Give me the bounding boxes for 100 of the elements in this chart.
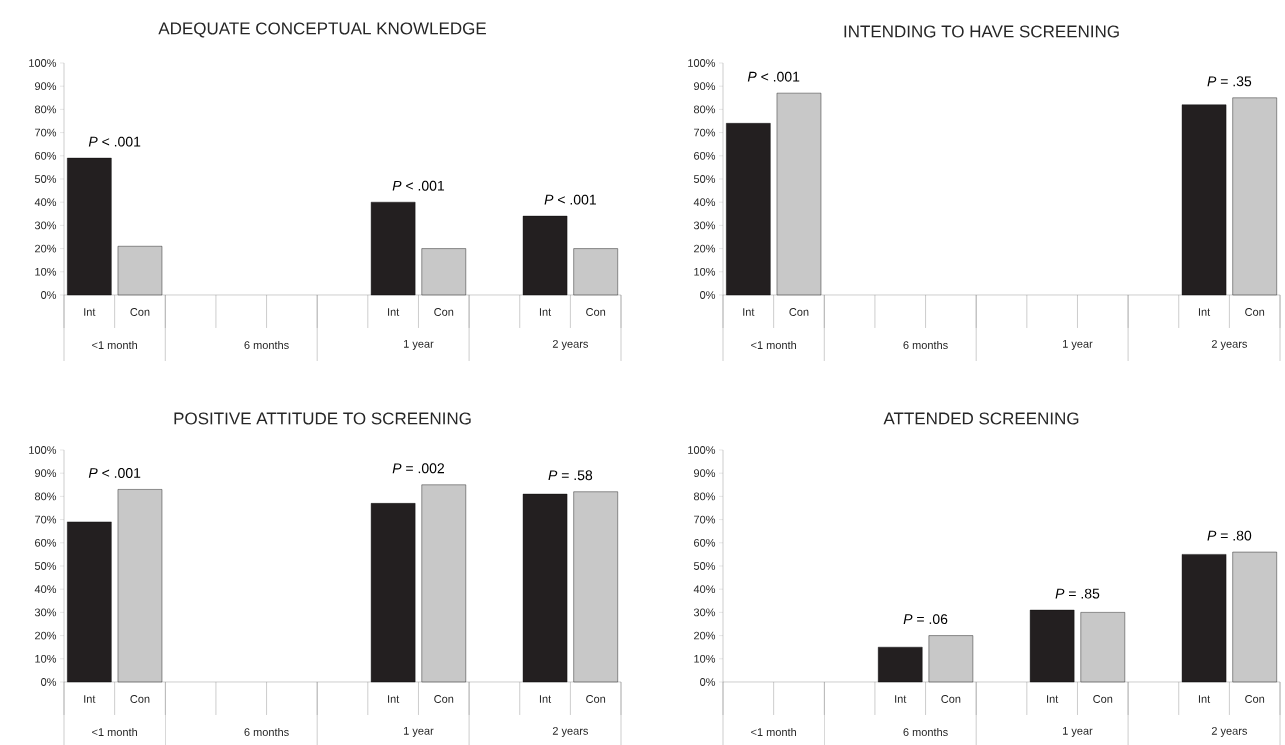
text: Con — [586, 308, 606, 316]
series-label: Con — [941, 695, 961, 703]
annotation: P = .80 — [1207, 530, 1252, 541]
y-tick-label: 20% — [694, 244, 716, 253]
bar — [117, 246, 163, 296]
series-label: Con — [789, 308, 809, 316]
y-tick-label: 80% — [693, 105, 716, 114]
bar — [573, 248, 618, 296]
annotation: P < .001 — [747, 71, 800, 82]
y-tick-label: 0% — [41, 291, 57, 299]
bar — [370, 201, 416, 296]
annotation: P = .35 — [1207, 76, 1252, 87]
series-label: Int — [895, 695, 907, 703]
annotation: P < .001 — [88, 467, 141, 478]
x-tick-label: <1 month — [92, 340, 138, 350]
text: Con — [586, 695, 606, 703]
y-tick-label: 20% — [694, 631, 716, 640]
y-tick-label: 90% — [693, 469, 716, 478]
bar — [67, 157, 112, 296]
y-tick-label: 70% — [694, 128, 716, 137]
y-tick-label: 10% — [35, 267, 57, 276]
series-label: Con — [130, 695, 150, 703]
y-tick-label: 90% — [693, 82, 716, 91]
bar — [522, 493, 568, 683]
y-tick-label: 40% — [34, 198, 57, 207]
y-tick-label: 40% — [34, 585, 57, 594]
y-tick-label: 70% — [694, 515, 716, 524]
y-tick-label: 50% — [693, 175, 716, 183]
y-tick-label: 60% — [694, 151, 716, 160]
series-label: Int — [84, 695, 96, 703]
text: Con — [1245, 695, 1265, 703]
y-tick-label: 100% — [688, 446, 716, 454]
x-tick-label: 1 year — [404, 340, 434, 350]
series-label: Con — [130, 308, 150, 316]
text: Int — [388, 695, 400, 703]
x-tick-label: 1 year — [1063, 340, 1093, 350]
series-label: Int — [743, 308, 755, 316]
x-tick-label: 1 year — [1063, 727, 1093, 737]
x-tick-label: 2 years — [1211, 727, 1248, 737]
x-tick-label: 6 months — [244, 727, 289, 737]
annotation: P < .001 — [392, 180, 445, 191]
chart-title: ATTENDED SCREENING — [883, 412, 1079, 425]
y-tick-label: 30% — [693, 608, 716, 617]
bar — [928, 635, 974, 683]
y-tick-label: 0% — [700, 291, 716, 299]
bar — [67, 521, 112, 683]
text: Int — [1047, 695, 1059, 703]
x-tick-label: 6 months — [903, 340, 948, 350]
x-tick-label: 6 months — [244, 340, 289, 350]
y-tick-label: 100% — [29, 446, 57, 454]
annotation: P = .002 — [392, 463, 445, 474]
y-tick-label: 60% — [694, 538, 716, 547]
y-tick-label: 40% — [693, 585, 716, 594]
text: Con — [434, 695, 454, 703]
annotation: P = .85 — [1055, 588, 1100, 599]
y-tick-label: 70% — [35, 128, 57, 137]
y-tick-label: 0% — [700, 678, 716, 686]
y-tick-label: 30% — [34, 608, 57, 617]
y-tick-label: 80% — [693, 492, 716, 501]
text: Con — [1093, 695, 1113, 703]
y-tick-label: 50% — [34, 175, 57, 183]
y-tick-label: 0% — [41, 678, 57, 686]
chart-title: ADEQUATE CONCEPTUAL KNOWLEDGE — [158, 22, 486, 38]
x-tick-label: 2 years — [552, 727, 589, 737]
x-tick-label: <1 month — [92, 727, 138, 737]
chart-title: POSITIVE ATTITUDE TO SCREENING — [174, 412, 471, 425]
bar — [1080, 612, 1126, 683]
text: Con — [1245, 308, 1265, 316]
y-tick-label: 80% — [34, 105, 57, 114]
text: Int — [1198, 308, 1211, 316]
annotation: P < .001 — [544, 194, 596, 205]
annotation: P < .001 — [88, 136, 141, 147]
y-tick-label: 50% — [34, 562, 57, 570]
y-tick-label: 60% — [35, 151, 57, 160]
bar — [573, 491, 618, 683]
text: Int — [1198, 695, 1211, 703]
x-tick-label: 2 years — [1211, 339, 1248, 350]
y-tick-label: 20% — [35, 244, 57, 253]
x-tick-label: 1 year — [404, 727, 434, 737]
x-tick-label: 2 years — [552, 339, 589, 350]
y-tick-label: 50% — [693, 562, 716, 570]
text: Int — [388, 308, 400, 316]
bar — [878, 646, 923, 683]
bar — [522, 215, 568, 296]
bar — [1232, 551, 1277, 683]
y-tick-label: 70% — [35, 515, 57, 524]
y-tick-label: 10% — [35, 654, 57, 663]
x-tick-label: 6 months — [903, 727, 948, 737]
y-tick-label: 60% — [35, 538, 57, 547]
bar — [1181, 554, 1227, 683]
bar — [1029, 609, 1075, 683]
chart-title: INTENDING TO HAVE SCREENING — [844, 25, 1119, 38]
y-tick-label: 30% — [34, 221, 57, 230]
y-tick-label: 40% — [693, 198, 716, 207]
series-label: Int — [84, 308, 96, 316]
y-tick-label: 10% — [694, 267, 716, 276]
y-tick-label: 90% — [34, 82, 57, 91]
y-tick-label: 30% — [693, 221, 716, 230]
text: Int — [539, 695, 552, 703]
y-tick-label: 10% — [694, 654, 716, 663]
